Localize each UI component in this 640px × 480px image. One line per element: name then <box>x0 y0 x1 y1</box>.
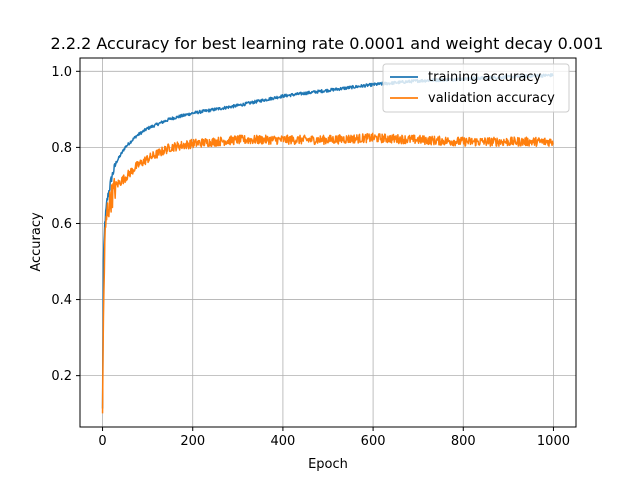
x-axis-label: Epoch <box>308 457 348 472</box>
legend-label-validation-accuracy: validation accuracy <box>428 91 555 106</box>
legend: training accuracy validation accuracy <box>382 63 570 113</box>
x-tick-label: 800 <box>451 434 476 449</box>
series-line-training-accuracy <box>101 73 554 409</box>
y-tick-label: 0.8 <box>51 141 72 156</box>
plot-frame <box>79 57 577 428</box>
legend-box <box>382 63 570 113</box>
series-layer <box>101 73 554 414</box>
y-tick-label: 0.2 <box>51 369 72 384</box>
x-tick-label: 1000 <box>537 434 570 449</box>
grid <box>80 58 576 427</box>
y-tick-label: 0.4 <box>51 293 72 308</box>
y-tick-label: 1.0 <box>51 65 72 80</box>
y-tick-label: 0.6 <box>51 217 72 232</box>
legend-label-training-accuracy: training accuracy <box>428 70 541 85</box>
y-axis-label: Accuracy <box>29 212 44 272</box>
x-tick-label: 0 <box>98 434 106 449</box>
series-line-validation-accuracy <box>101 132 554 414</box>
x-tick-label: 400 <box>270 434 295 449</box>
ticks: 0 200 400 600 800 1000 0.2 0.4 0.6 0.8 1.0 <box>51 65 570 449</box>
x-tick-label: 600 <box>361 434 386 449</box>
chart-title: 2.2.2 Accuracy for best learning rate 0.… <box>51 34 604 53</box>
x-tick-label: 200 <box>180 434 205 449</box>
